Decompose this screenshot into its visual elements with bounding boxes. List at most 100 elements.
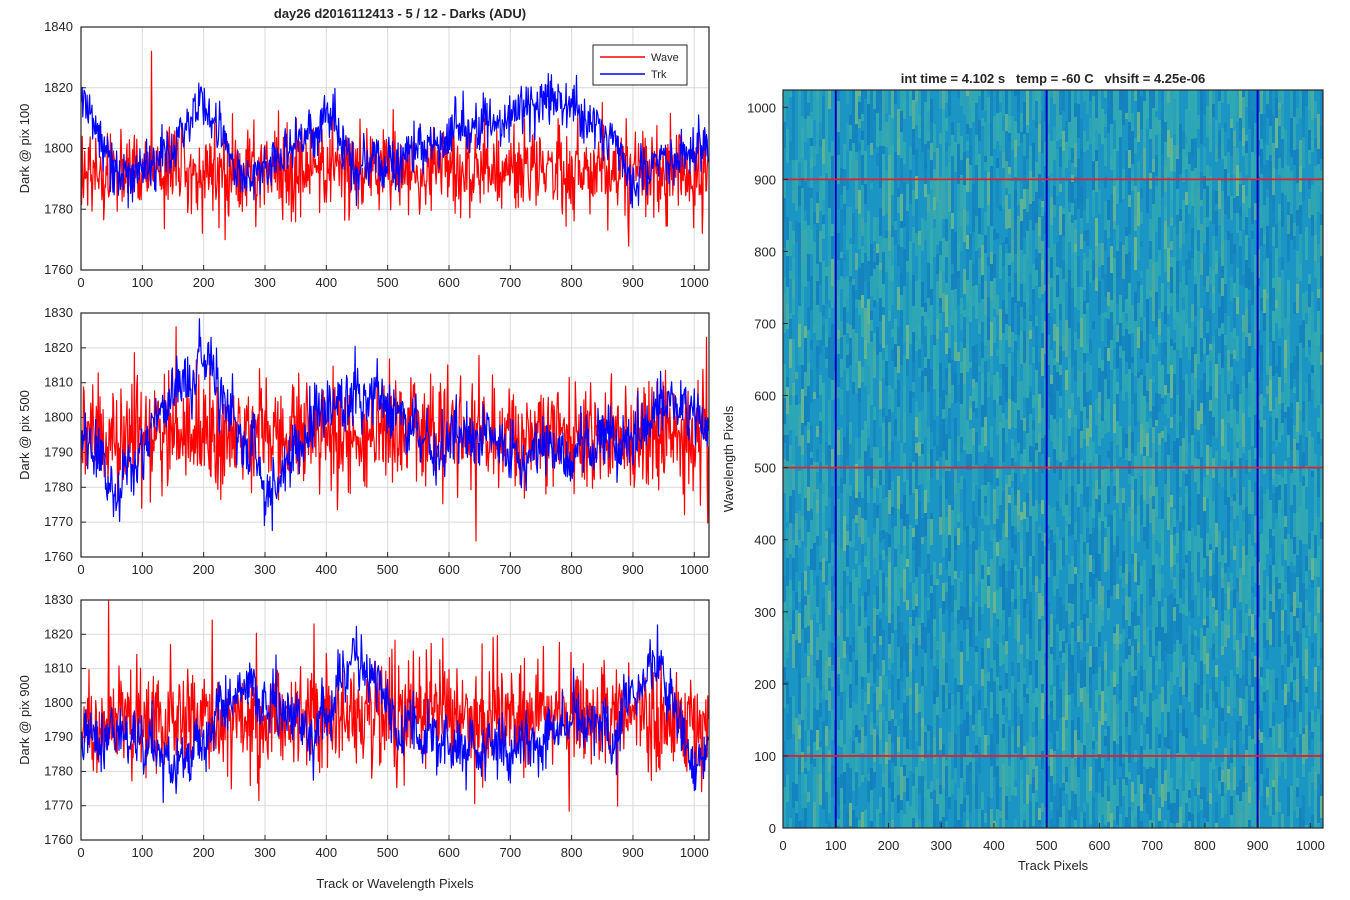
heatmap-cell: [1245, 507, 1248, 539]
heatmap-cell: [1134, 393, 1137, 426]
heatmap-cell: [1251, 122, 1254, 152]
heatmap-cell: [942, 90, 945, 109]
heatmap-cell: [1074, 673, 1077, 707]
heatmap-cell: [1176, 460, 1179, 491]
heatmap-cell: [885, 784, 888, 812]
heatmap-cell: [1185, 486, 1188, 494]
heatmap-cell: [1008, 571, 1011, 602]
heatmap-cell: [1041, 260, 1044, 272]
heatmap-cell: [1290, 786, 1293, 796]
heatmap-cell: [1020, 743, 1023, 760]
heatmap-cell: [786, 586, 789, 621]
heatmap-cell: [942, 479, 945, 505]
heatmap-cell: [831, 224, 834, 236]
heatmap-cell: [1125, 448, 1128, 460]
heatmap-cell: [927, 598, 930, 610]
heatmap-cell: [1155, 393, 1158, 420]
heatmap-cell: [1137, 473, 1140, 505]
heatmap-cell: [891, 389, 894, 412]
heatmap-cell: [810, 119, 813, 138]
heatmap-cell: [957, 820, 960, 828]
heatmap-cell: [1227, 582, 1230, 588]
heatmap-cell: [1023, 302, 1026, 319]
heatmap-cell: [1173, 652, 1176, 685]
heatmap-cell: [939, 684, 942, 718]
heatmap-cell: [906, 211, 909, 232]
heatmap-cell: [924, 336, 927, 357]
heatmap-cell: [1029, 610, 1032, 639]
heatmap-cell: [1290, 403, 1293, 409]
heatmap-cell: [891, 281, 894, 305]
heatmap-cell: [1077, 256, 1080, 287]
heatmap-cell: [897, 476, 900, 509]
heatmap-cell: [1275, 487, 1278, 500]
heatmap-cell: [1239, 678, 1242, 698]
heatmap-cell: [1308, 199, 1311, 218]
heatmap-cell: [846, 806, 849, 813]
heatmap-cell: [1251, 637, 1254, 652]
heatmap-cell: [1284, 610, 1287, 644]
heatmap-cell: [969, 752, 972, 762]
heatmap-cell: [1065, 625, 1068, 643]
heatmap-cell: [993, 592, 996, 613]
heatmap-cell: [1191, 347, 1194, 373]
heatmap-cell: [807, 422, 810, 430]
heatmap-cell: [858, 143, 861, 151]
heatmap-cell: [786, 287, 789, 304]
heatmap-cell: [1140, 594, 1143, 614]
heatmap-cell: [1245, 555, 1248, 579]
heatmap-cell: [861, 131, 864, 140]
heatmap-cell: [873, 534, 876, 558]
heatmap-cell: [975, 187, 978, 216]
heatmap-cell: [1041, 541, 1044, 564]
heatmap-cell: [1038, 174, 1041, 199]
heatmap-cell: [963, 720, 966, 733]
heatmap-cell: [1083, 819, 1086, 828]
heatmap-cell: [1296, 658, 1299, 679]
heatmap-cell: [1116, 342, 1119, 368]
heatmap-cell: [1248, 407, 1251, 417]
heatmap-cell: [984, 496, 987, 503]
heatmap-cell: [1065, 203, 1068, 229]
heatmap-cell: [1293, 592, 1296, 616]
legend[interactable]: Wave Trk: [592, 44, 688, 86]
heatmap-cell: [1233, 608, 1236, 635]
heatmap-cell: [972, 207, 975, 232]
heatmap-cell: [783, 741, 786, 774]
heatmap-cell: [1194, 822, 1197, 828]
heatmap-cell: [846, 374, 849, 391]
heatmap-cell: [1083, 657, 1086, 687]
heatmap-cell: [1143, 101, 1146, 131]
heatmap-cell: [1167, 792, 1170, 810]
heatmap-cell: [1032, 264, 1035, 289]
heatmap-cell: [981, 179, 984, 208]
heatmap-cell: [822, 200, 825, 215]
heatmap-cell: [1146, 717, 1149, 734]
heatmap-cell: [891, 349, 894, 361]
heatmap-cell: [1068, 147, 1071, 160]
heatmap-cell: [843, 186, 846, 204]
heatmap-cell: [870, 311, 873, 320]
heatmap-cell: [1236, 667, 1239, 674]
heatmap-cell: [1254, 597, 1257, 615]
heatmap-cell: [1215, 148, 1218, 162]
heatmap-cell: [822, 548, 825, 558]
heatmap-cell: [1236, 787, 1239, 795]
heatmap-cell: [1029, 661, 1032, 675]
heatmap-cell: [1008, 503, 1011, 515]
heatmap-cell: [1053, 507, 1056, 535]
heatmap-cell: [1185, 728, 1188, 738]
heatmap-cell: [1284, 405, 1287, 412]
heatmap-cell: [1167, 374, 1170, 393]
heatmap-cell: [1251, 111, 1254, 122]
heatmap-cell: [1227, 769, 1230, 790]
heatmap-cell: [1221, 368, 1224, 374]
heatmap-cell: [1014, 335, 1017, 341]
heatmap-cell: [996, 404, 999, 435]
heatmap-cell: [1107, 319, 1110, 340]
heatmap-cell: [1296, 577, 1299, 594]
heatmap-cell: [1107, 608, 1110, 620]
heatmap-cell: [1065, 264, 1068, 282]
heatmap-cell: [1254, 90, 1257, 123]
heatmap-cell: [822, 325, 825, 346]
